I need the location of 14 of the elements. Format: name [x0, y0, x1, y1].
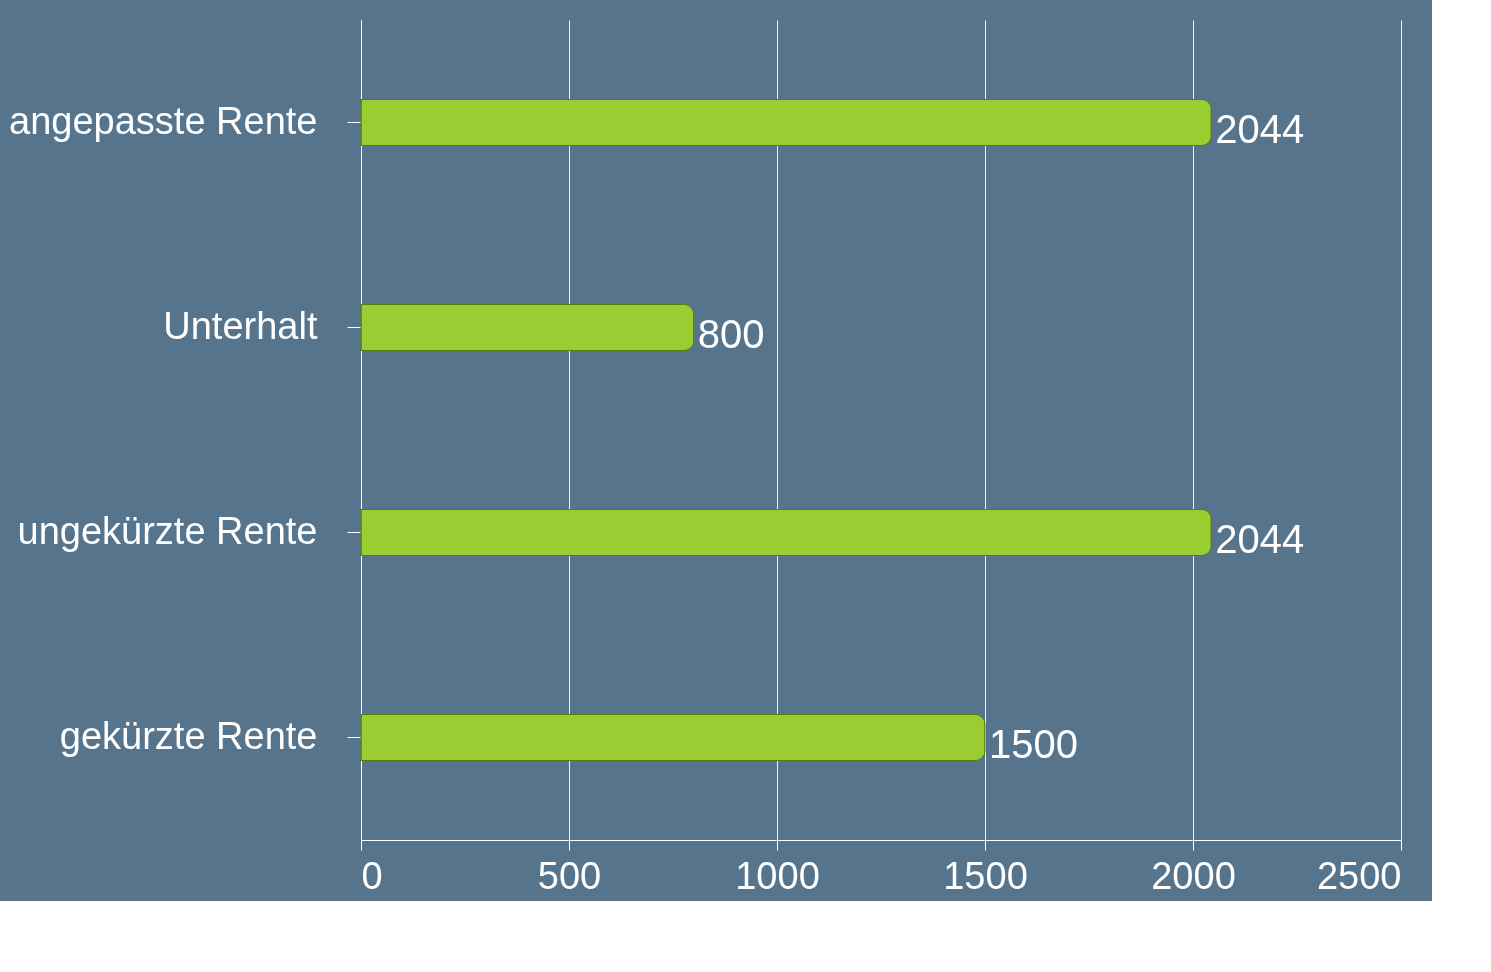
data-label: 2044	[1215, 106, 1305, 151]
x-tick-label: 1000	[735, 854, 820, 897]
x-tick-label: 2500	[1316, 854, 1402, 897]
y-tick-label: ungekürzte Rente	[17, 509, 318, 552]
x-tick-label: 0	[361, 854, 383, 897]
data-label: 2044	[1215, 516, 1305, 561]
data-label: 800	[697, 311, 765, 356]
y-tick-label: angepasste Rente	[9, 99, 318, 142]
x-tick-label: 500	[537, 854, 602, 897]
x-tick-label: 1500	[943, 854, 1028, 897]
y-tick-label: Unterhalt	[163, 304, 318, 347]
y-tick-label: gekürzte Rente	[59, 714, 318, 757]
x-tick-label: 2000	[1151, 854, 1236, 897]
data-label: 1500	[989, 721, 1078, 766]
